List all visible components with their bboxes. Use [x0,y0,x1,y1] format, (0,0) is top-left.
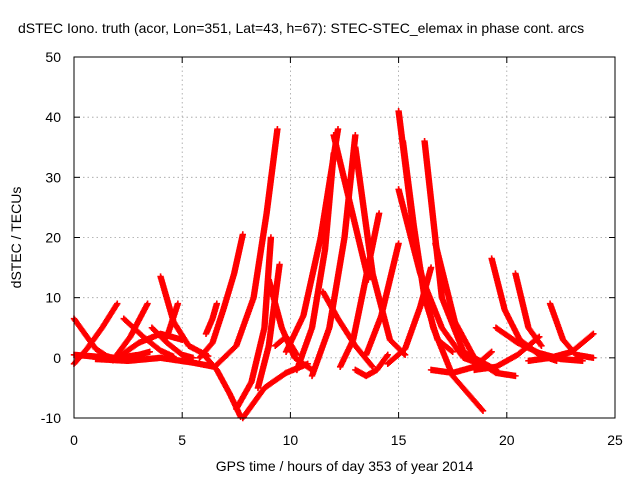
y-tick-label: 30 [45,169,61,185]
data-point-marks [492,324,586,365]
x-axis-label: GPS time / hours of day 353 of year 2014 [216,458,474,474]
y-tick-label: 20 [45,230,61,246]
data-point-marks [157,273,212,360]
data-point-marks [330,132,372,283]
series-arc-36 [471,333,543,374]
series-arc-33 [427,348,495,377]
series-arc-08 [92,354,218,371]
y-tick-label: 10 [45,290,61,306]
data-point-marks [239,360,311,422]
series-arc-19 [282,126,342,356]
x-tick-label: 15 [391,432,407,448]
y-tick-label: 50 [45,49,61,65]
data-point-marks [92,354,218,371]
data-point-marks [427,348,495,377]
data-point-marks [471,333,543,374]
x-tick-label: 5 [178,432,186,448]
data-point-marks [211,126,281,371]
x-tick-labels: 0 5 10 15 20 25 [70,432,623,448]
data-series [70,107,597,422]
x-tick-label: 20 [499,432,515,448]
y-tick-label: 0 [53,350,61,366]
data-point-marks [352,351,391,380]
series-arc-41 [114,330,186,362]
series-arc-10 [202,300,221,337]
data-point-marks [196,231,246,362]
y-tick-labels: -10 0 10 20 30 40 50 [41,49,61,426]
plot-frame [73,56,616,419]
series-arc-23 [319,288,376,371]
series-arc-39 [492,324,586,365]
series-arc-11 [196,231,246,362]
data-point-marks [282,126,342,356]
chart-title: dSTEC Iono. truth (acor, Lon=351, Lat=43… [18,20,584,36]
x-tick-label: 25 [607,432,623,448]
x-tick-label: 0 [70,432,78,448]
data-point-marks [352,144,409,359]
y-tick-label: -10 [41,410,61,426]
series-arc-12 [211,126,281,371]
series-arc-06 [157,273,212,360]
grid [74,57,615,418]
data-point-marks [202,300,221,337]
series-arc-16 [239,360,311,422]
x-tick-label: 10 [283,432,299,448]
y-axis-label: dSTEC / TECUs [8,187,24,289]
data-point-marks [319,288,376,371]
series-arc-24 [352,351,391,380]
series-arc-22 [330,132,372,283]
series-arc-26 [352,144,409,359]
y-tick-label: 40 [45,109,61,125]
data-point-marks [114,330,186,362]
